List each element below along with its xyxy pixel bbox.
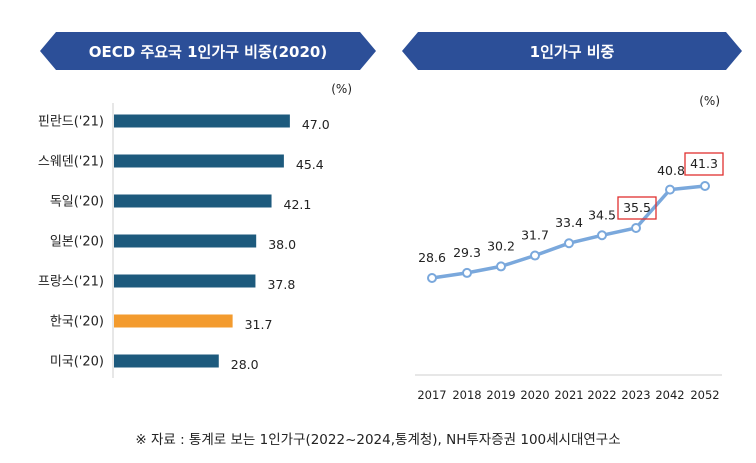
line-point [530,250,540,261]
line-value-label: 41.3 [690,156,718,171]
line-x-tick-label: 2017 [417,388,446,402]
bar [114,194,272,208]
line-x-tick-label: 2019 [486,388,515,402]
line-point [427,273,437,283]
line-x-tick-label: 2022 [587,388,616,402]
line-x-tick-label: 2023 [621,388,650,402]
line-value-label: 35.5 [623,200,651,215]
line-x-tick-label: 2052 [690,388,719,402]
line-value-label: 34.5 [588,207,616,222]
bar-category-label: 핀란드('21) [38,115,104,130]
line-point [597,230,607,241]
line-point [496,261,506,272]
bar-category-label: 스웨덴('21) [38,155,104,170]
line-x-tick-label: 2042 [655,388,684,402]
line-value-label: 28.6 [418,250,446,265]
highlight-box [617,196,657,220]
bar-value-label: 31.7 [245,317,273,332]
source-note: ※ 자료 : 통계로 보는 1인가구(2022~2024,통계청), NH투자증… [135,432,621,448]
series-line [431,184,706,280]
bar [114,154,284,168]
line-value-label: 40.8 [657,163,685,178]
bar [114,314,233,328]
left-chart-title: OECD 주요국 1인가구 비중(2020) [40,32,376,70]
line-point [665,184,675,195]
bar-value-label: 38.0 [268,237,296,252]
line-value-label: 33.4 [555,215,583,230]
line-value-label: 29.3 [453,245,481,260]
line-value-label: 31.7 [521,228,549,243]
bar-category-label: 일본('20) [50,235,104,250]
bar-category-label: 프랑스('21) [38,275,104,290]
bar-value-label: 47.0 [302,117,330,132]
bar [114,354,219,368]
line-unit-label: (%) [699,94,720,108]
bar [114,114,290,128]
line-x-tick-label: 2021 [554,388,583,402]
bar-unit-label: (%) [331,82,352,96]
line-x-tick-label: 2018 [452,388,481,402]
right-chart-title: 1인가구 비중 [402,32,742,70]
line-point [564,238,574,249]
bar-category-label: 미국('20) [50,355,104,370]
bar-value-label: 37.8 [267,277,295,292]
bar [114,274,256,288]
bar-category-label: 독일('20) [50,195,104,210]
bar-value-label: 42.1 [284,197,312,212]
line-x-tick-label: 2020 [520,388,549,402]
line-point [700,181,710,191]
bar-value-label: 45.4 [296,157,324,172]
bar [114,234,257,248]
line-point [462,267,472,278]
bar-value-label: 28.0 [231,357,259,372]
line-point [631,223,641,234]
highlight-box [684,152,724,176]
line-value-label: 30.2 [487,238,515,253]
bar-category-label: 한국('20) [50,315,104,330]
